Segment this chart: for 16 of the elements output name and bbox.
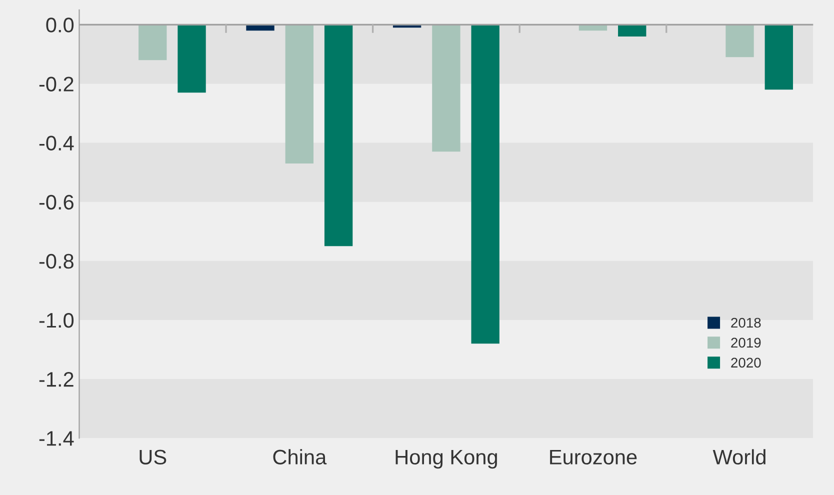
legend-label: 2018 — [731, 318, 761, 328]
y-tick-label: -1.0 — [39, 312, 74, 328]
y-tick-label: -0.2 — [39, 76, 74, 92]
y-tick-label: -1.4 — [39, 431, 74, 446]
legend-label: 2020 — [731, 358, 761, 368]
legend-label: 2019 — [731, 338, 761, 348]
x-tick-label: Hong Kong — [396, 450, 497, 469]
y-tick-label: -1.2 — [39, 372, 74, 387]
y-tick-label: 0.0 — [46, 18, 74, 32]
x-tick-label: Eurozone — [550, 450, 637, 464]
x-tick-label: US — [140, 450, 166, 464]
y-tick-label: -0.8 — [39, 254, 74, 269]
x-tick-label: China — [273, 449, 327, 464]
y-tick-label: -0.4 — [39, 136, 74, 151]
y-tick-label: -0.6 — [39, 194, 74, 210]
x-tick-label: World — [712, 449, 766, 464]
